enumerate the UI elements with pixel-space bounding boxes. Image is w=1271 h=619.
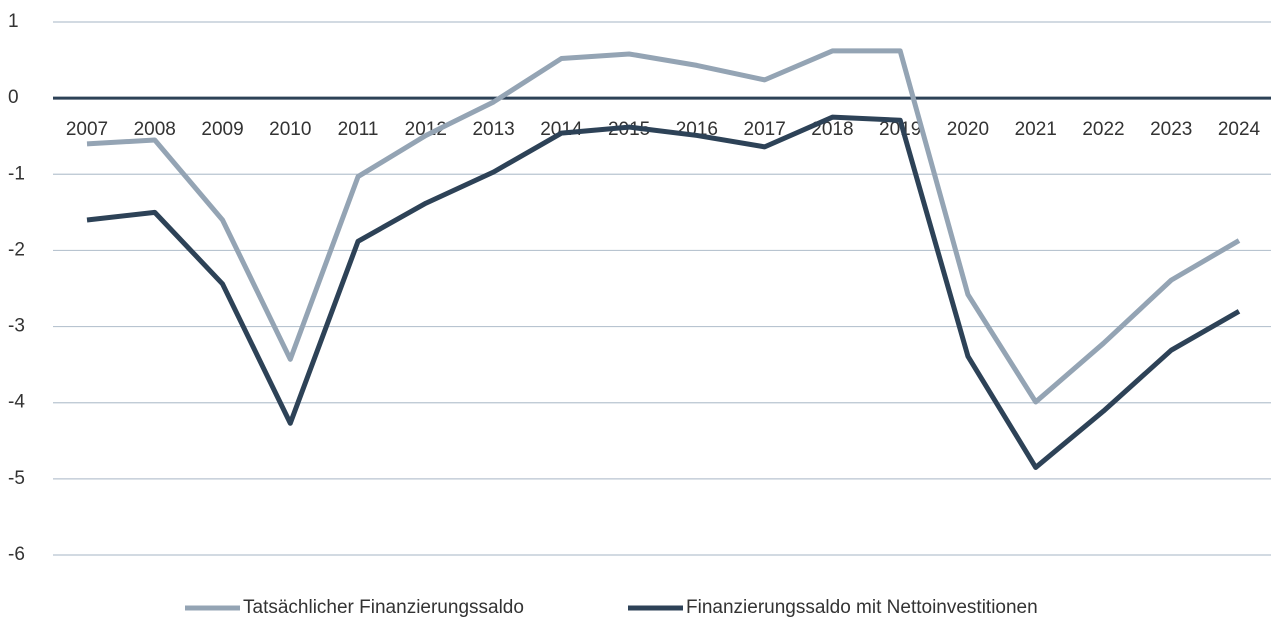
x-tick-label: 2020 [947, 119, 989, 140]
legend-label: Finanzierungssaldo mit Nettoinvestitione… [686, 597, 1038, 618]
y-tick-label: 1 [8, 11, 19, 32]
series-line [86, 114, 1241, 470]
series-line [86, 48, 1241, 405]
x-tick-label: 2021 [1015, 119, 1057, 140]
y-tick-label: -2 [8, 239, 25, 260]
y-tick-label: 0 [8, 87, 19, 108]
y-tick-label: -6 [8, 544, 25, 565]
x-tick-label: 2023 [1150, 119, 1192, 140]
y-tick-label: -1 [8, 163, 25, 184]
x-tick-label: 2011 [338, 119, 379, 140]
x-tick-label: 2009 [201, 119, 243, 140]
x-tick-label: 2007 [66, 119, 108, 140]
x-tick-label: 2019 [879, 119, 921, 140]
x-tick-label: 2022 [1082, 119, 1124, 140]
x-tick-label: 2010 [269, 119, 311, 140]
x-tick-label: 2013 [472, 119, 514, 140]
y-tick-label: -4 [8, 392, 25, 413]
x-tick-label: 2015 [608, 119, 650, 140]
x-tick-label: 2017 [744, 119, 786, 140]
legend-label: Tatsächlicher Finanzierungssaldo [243, 597, 524, 618]
y-tick-label: -5 [8, 468, 25, 489]
x-tick-label: 2012 [405, 119, 447, 140]
x-tick-label: 2024 [1218, 119, 1261, 140]
x-tick-label: 2008 [134, 119, 176, 140]
x-tick-label: 2014 [540, 119, 583, 140]
y-tick-label: -3 [8, 316, 25, 337]
